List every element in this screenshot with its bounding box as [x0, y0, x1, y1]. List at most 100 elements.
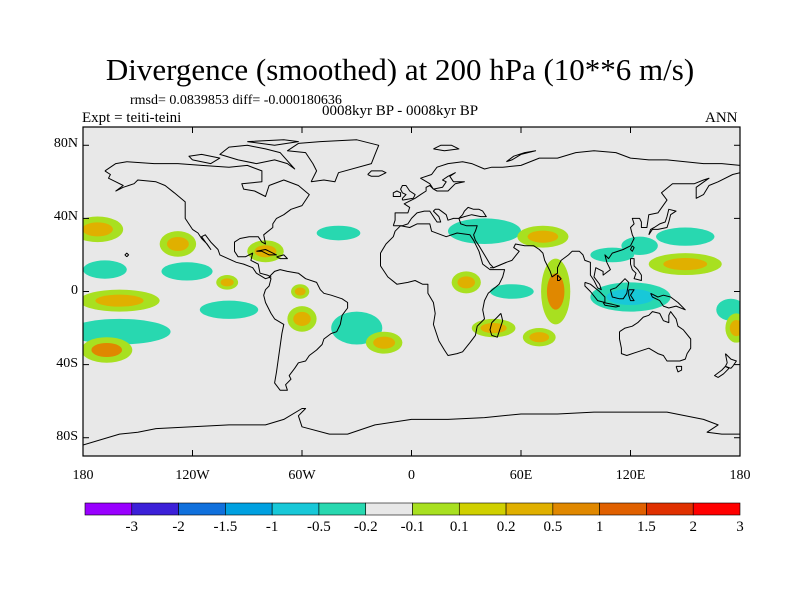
anomaly-core: [91, 264, 119, 275]
anomaly-core: [462, 224, 507, 239]
colorbar-swatch: [692, 502, 741, 516]
y-tick-label: 80N: [53, 136, 78, 152]
coastline: [648, 208, 677, 236]
colorbar-swatch: [505, 502, 554, 516]
coastline: [256, 249, 277, 256]
colorbar-label: 1: [595, 519, 604, 535]
coastline: [219, 144, 296, 170]
coastline: [628, 289, 635, 302]
anomaly-core: [83, 222, 113, 237]
coastline: [263, 269, 349, 391]
coastline: [392, 190, 402, 197]
x-tick-label: 180: [72, 468, 94, 483]
coastline: [619, 311, 692, 362]
y-tick-label: 40S: [56, 355, 78, 371]
anomaly-core: [498, 287, 526, 296]
colorbar-label: 3: [736, 519, 744, 535]
coastline: [367, 170, 387, 177]
coastline: [380, 223, 506, 356]
anomaly-core: [211, 304, 247, 315]
anomaly-core: [667, 231, 703, 242]
anomaly-core: [663, 258, 708, 271]
colorbar-label: -2: [172, 519, 185, 535]
colorbar-swatch: [552, 502, 600, 516]
anomaly-peak: [551, 282, 561, 301]
coastline: [724, 353, 737, 369]
coastline: [650, 292, 686, 311]
anomaly-field-layer: [83, 216, 740, 363]
plot-title: Divergence (smoothed) at 200 hPa (10**6 …: [105, 52, 695, 87]
y-tick-label: 0: [71, 282, 78, 298]
anomaly-core: [294, 287, 306, 296]
y-tick-label: 40N: [53, 209, 78, 225]
coastline: [392, 150, 740, 291]
colorbar-swatch: [225, 502, 273, 516]
coastline: [247, 139, 299, 146]
anomaly-core: [88, 324, 151, 339]
colorbar-swatch: [131, 502, 179, 516]
colorbar-swatch: [646, 502, 694, 516]
colorbar-label: -0.5: [307, 519, 331, 535]
season-label: ANN: [705, 110, 738, 126]
anomaly-core: [171, 266, 203, 277]
coastline: [609, 278, 630, 300]
anomaly-core: [325, 228, 352, 238]
colorbar-label: 0.5: [543, 519, 563, 535]
axis-ticks: [82, 127, 741, 456]
colorbar-label: -0.2: [353, 519, 378, 535]
anomaly-core: [527, 230, 559, 243]
coastline: [286, 139, 380, 183]
stats-line: rmsd= 0.0839853 diff= -0.000180636: [130, 93, 342, 108]
colorbar-swatch: [271, 502, 320, 516]
coastline: [490, 261, 507, 269]
coastline: [506, 150, 537, 163]
experiment-label: Expt = teiti-teini: [82, 110, 182, 126]
anomaly-core: [722, 303, 740, 316]
anomaly-core: [729, 320, 740, 337]
coastline: [675, 365, 683, 373]
colorbar-swatch: [178, 502, 226, 516]
coastline: [400, 185, 416, 201]
colorbar-swatch: [458, 502, 507, 516]
anomaly-core: [220, 278, 234, 287]
x-tick-label: 0: [408, 468, 415, 483]
coastline: [124, 252, 130, 258]
coastline: [630, 258, 642, 281]
colorbar-swatch: [412, 502, 460, 516]
colorbar-swatch: [318, 502, 367, 516]
colorbar: [84, 502, 741, 516]
coastline: [489, 313, 504, 338]
anomaly-core: [166, 236, 189, 252]
coastline: [630, 245, 635, 252]
anomaly-core: [529, 332, 550, 343]
anomaly-peak: [618, 292, 643, 302]
colorbar-label: -3: [125, 519, 139, 535]
colorbar-label: -1: [265, 519, 279, 535]
x-tick-label: 60W: [288, 468, 316, 483]
coastline: [714, 365, 730, 378]
anomaly-peak: [99, 346, 115, 354]
colorbar-label: 0.1: [449, 519, 469, 535]
anomaly-core: [480, 323, 507, 334]
x-tick-label: 180: [729, 468, 751, 483]
x-tick-label: 120W: [175, 468, 210, 483]
colorbar-label: 2: [689, 519, 697, 535]
colorbar-swatch: [365, 502, 413, 516]
coastline: [602, 302, 620, 308]
colorbar-swatch: [599, 502, 647, 516]
coastline: [433, 144, 460, 152]
coastline: [188, 153, 221, 165]
coastlines: [83, 139, 740, 446]
anomaly-core: [457, 276, 476, 289]
coastline: [276, 254, 288, 260]
anomaly-core: [373, 336, 396, 349]
x-tick-label: 120E: [615, 468, 646, 483]
coastline: [104, 161, 310, 280]
colorbar-label: 0.2: [496, 519, 516, 535]
anomaly-core: [341, 319, 373, 338]
colorbar-label: -0.1: [400, 519, 425, 535]
coastline: [83, 408, 740, 446]
colorbar-label: 1.5: [637, 519, 656, 535]
colorbar-swatch: [84, 502, 133, 516]
